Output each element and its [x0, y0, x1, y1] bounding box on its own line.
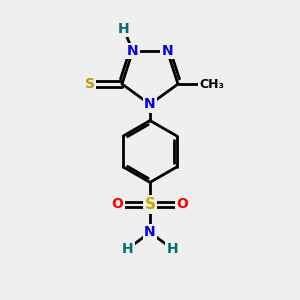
Text: S: S: [145, 197, 155, 212]
Text: N: N: [127, 44, 139, 58]
Text: H: H: [122, 242, 134, 256]
Text: O: O: [176, 197, 188, 212]
Text: O: O: [112, 197, 124, 212]
Text: N: N: [144, 225, 156, 239]
Text: CH₃: CH₃: [200, 77, 224, 91]
Text: S: S: [85, 77, 94, 91]
Text: H: H: [118, 22, 130, 36]
Text: N: N: [161, 44, 173, 58]
Text: H: H: [166, 242, 178, 256]
Text: N: N: [144, 98, 156, 111]
